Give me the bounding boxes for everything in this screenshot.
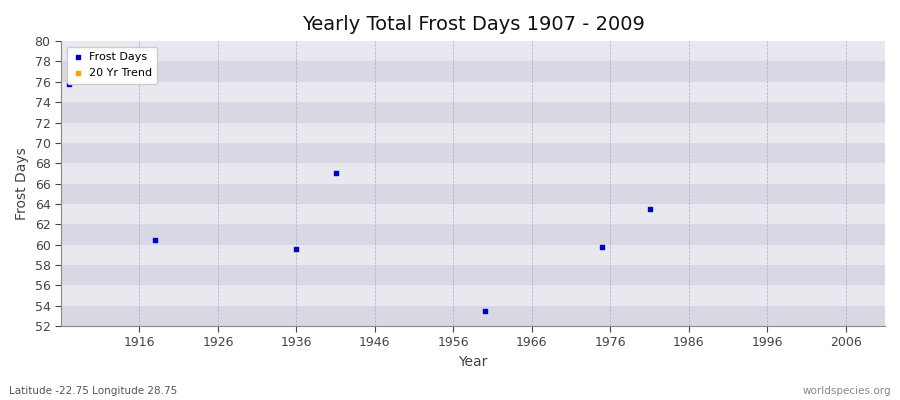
X-axis label: Year: Year [458,355,488,369]
Frost Days [289,246,303,252]
Text: worldspecies.org: worldspecies.org [803,386,891,396]
Bar [61,82,885,102]
Legend: Frost Days, 20 Yr Trend: Frost Days, 20 Yr Trend [67,47,158,84]
Frost Days [478,308,492,314]
Frost Days [61,81,76,87]
Frost Days [643,206,657,212]
Bar [61,41,885,62]
Bar [61,102,885,122]
Frost Days [328,170,343,176]
Frost Days [595,244,609,250]
Bar [61,245,885,265]
Frost Days [148,236,162,243]
Bar [61,184,885,204]
Text: Latitude -22.75 Longitude 28.75: Latitude -22.75 Longitude 28.75 [9,386,177,396]
Bar [61,224,885,245]
Title: Yearly Total Frost Days 1907 - 2009: Yearly Total Frost Days 1907 - 2009 [302,15,644,34]
Bar [61,122,885,143]
Bar [61,306,885,326]
Bar [61,163,885,184]
Y-axis label: Frost Days: Frost Days [15,147,29,220]
Bar [61,143,885,163]
Bar [61,285,885,306]
Bar [61,62,885,82]
Bar [61,265,885,285]
Bar [61,204,885,224]
